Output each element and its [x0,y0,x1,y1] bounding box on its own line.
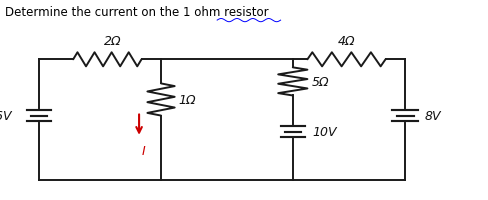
Text: 4Ω: 4Ω [338,35,355,48]
Text: 16V: 16V [0,110,12,122]
Text: I: I [142,144,146,157]
Text: 10V: 10V [312,126,337,138]
Text: 8V: 8V [425,110,441,122]
Text: 2Ω: 2Ω [103,35,121,48]
Text: 1Ω: 1Ω [178,94,196,106]
Text: Determine the current on the 1 ohm resistor: Determine the current on the 1 ohm resis… [5,6,268,19]
Text: 5Ω: 5Ω [311,76,329,88]
